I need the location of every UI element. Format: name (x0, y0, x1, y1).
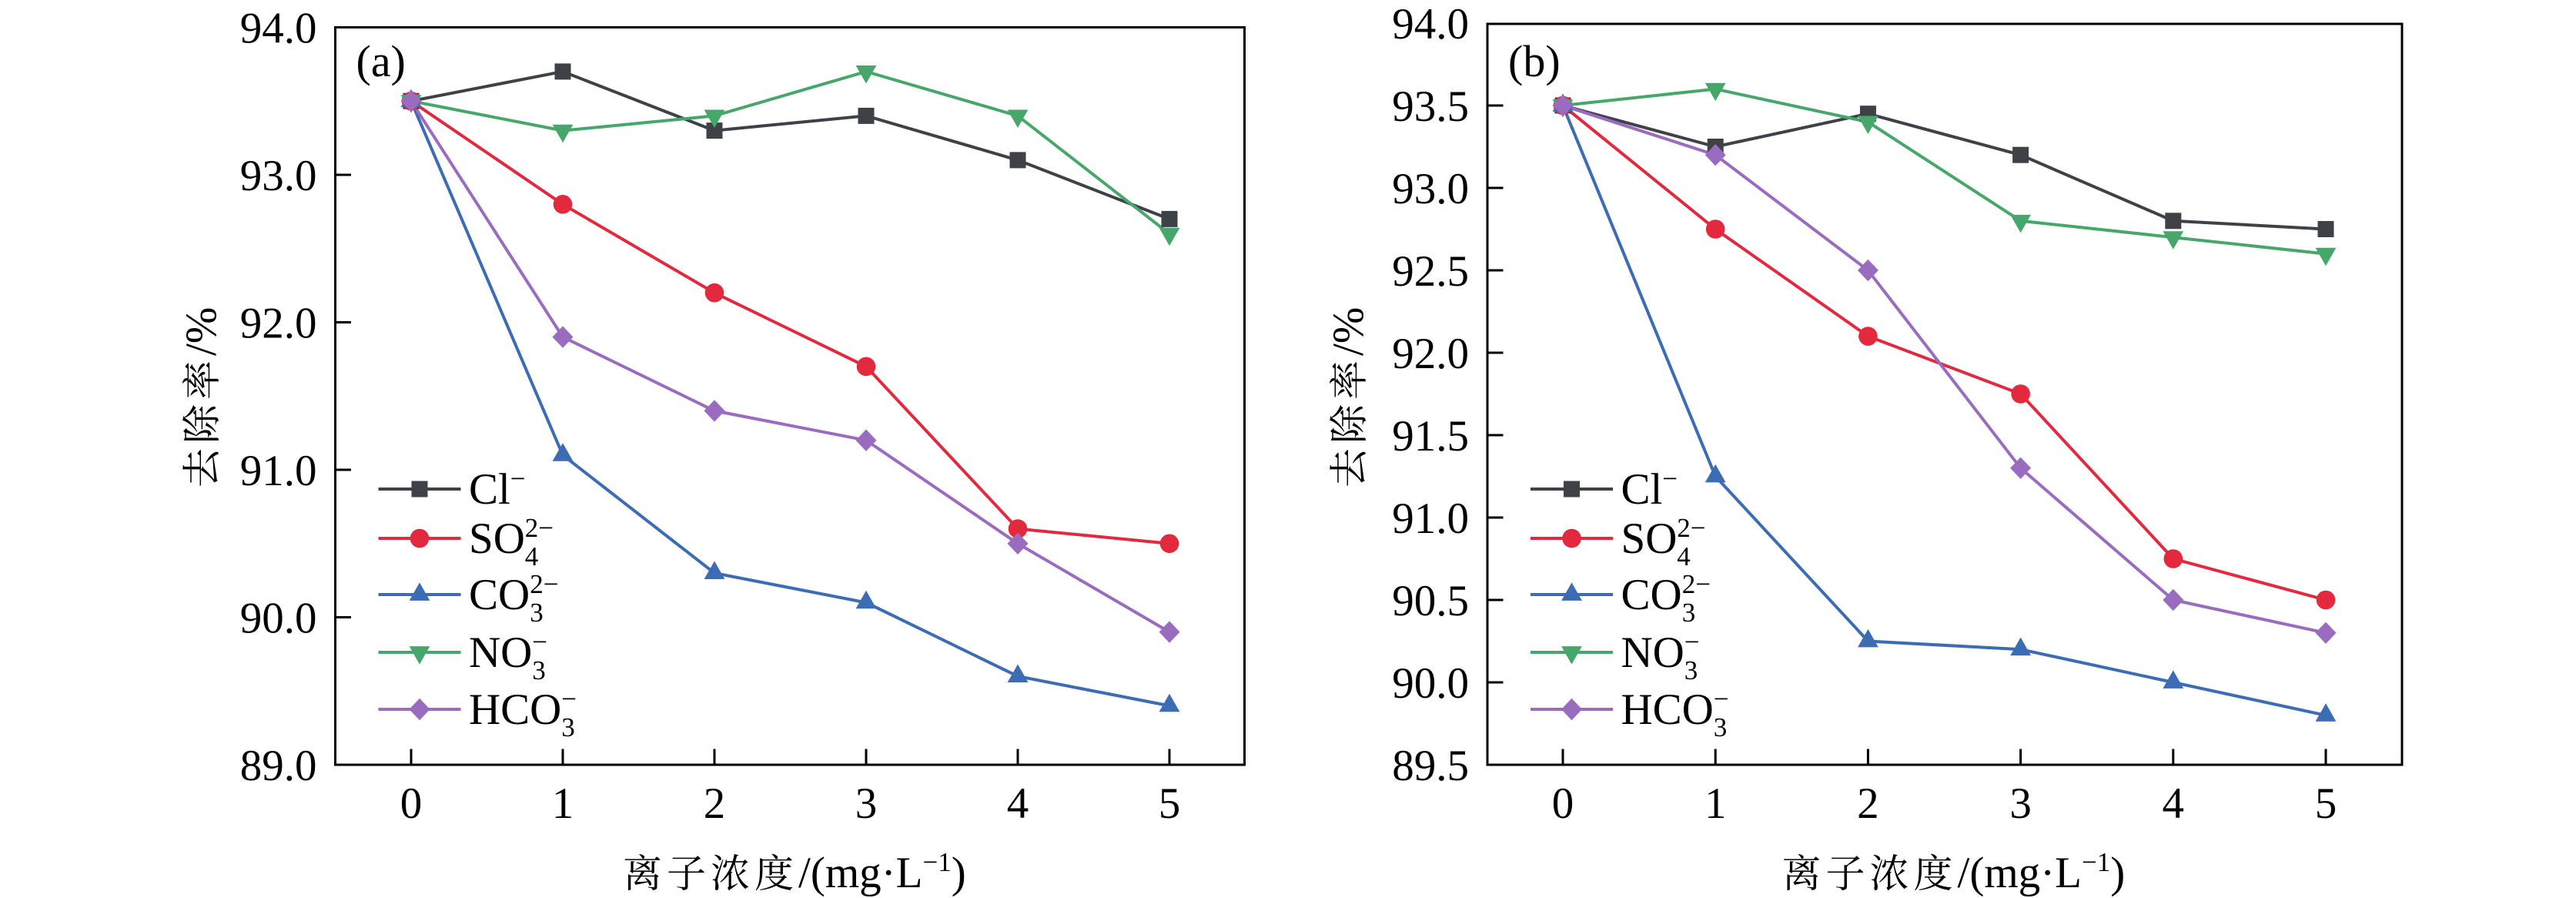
svg-text:2−: 2− (530, 569, 558, 599)
svg-text:91.5: 91.5 (1392, 412, 1469, 461)
svg-text:4: 4 (1677, 541, 1691, 571)
svg-text:93.0: 93.0 (1392, 165, 1469, 213)
svg-text:90.0: 90.0 (240, 595, 317, 643)
svg-text:/%: /% (1324, 307, 1373, 356)
svg-text:Cl: Cl (469, 465, 510, 514)
svg-text:(a): (a) (356, 36, 406, 86)
svg-text:Cl: Cl (1621, 465, 1663, 514)
svg-text:−: − (532, 627, 547, 657)
svg-text:0: 0 (1552, 779, 1574, 828)
svg-text:94.0: 94.0 (1392, 0, 1469, 49)
svg-text:HCO: HCO (1621, 685, 1714, 734)
svg-text:−: − (1684, 627, 1700, 657)
svg-text:−: − (1662, 464, 1678, 494)
svg-text:2−: 2− (525, 513, 554, 543)
svg-text:93.5: 93.5 (1392, 82, 1469, 131)
svg-text:/%: /% (177, 307, 226, 356)
svg-text:SO: SO (1621, 514, 1678, 563)
svg-text:91.0: 91.0 (1392, 494, 1469, 543)
svg-text:5: 5 (1159, 779, 1181, 828)
svg-text:4: 4 (2163, 779, 2185, 828)
svg-text:3: 3 (1714, 712, 1728, 742)
svg-text:2: 2 (1857, 779, 1879, 828)
svg-text:HCO: HCO (469, 685, 561, 734)
svg-text:3: 3 (1684, 655, 1698, 685)
svg-text:3: 3 (855, 779, 878, 828)
svg-text:CO: CO (1621, 571, 1682, 619)
svg-text:3: 3 (561, 712, 575, 742)
svg-text:/(mg·L−1): /(mg·L−1) (798, 847, 966, 897)
svg-text:1: 1 (1705, 779, 1727, 828)
svg-text:SO: SO (469, 514, 525, 563)
svg-text:5: 5 (2315, 779, 2337, 828)
svg-text:89.0: 89.0 (240, 742, 317, 790)
svg-text:92.0: 92.0 (240, 300, 317, 348)
svg-text:92.5: 92.5 (1392, 247, 1469, 296)
svg-text:90.5: 90.5 (1392, 577, 1469, 625)
svg-text:90.0: 90.0 (1392, 659, 1469, 708)
svg-text:NO: NO (1621, 628, 1684, 677)
svg-text:2: 2 (704, 779, 726, 828)
svg-text:89.5: 89.5 (1392, 742, 1469, 790)
svg-text:−: − (561, 684, 577, 714)
svg-text:CO: CO (469, 571, 530, 619)
svg-text:3: 3 (530, 598, 544, 628)
svg-text:91.0: 91.0 (240, 447, 317, 495)
svg-text:0: 0 (400, 779, 423, 828)
svg-text:3: 3 (532, 655, 546, 685)
svg-text:2−: 2− (1682, 569, 1711, 599)
svg-text:−: − (510, 464, 526, 494)
svg-text:4: 4 (525, 541, 539, 571)
svg-text:4: 4 (1007, 779, 1029, 828)
svg-text:2−: 2− (1677, 513, 1705, 543)
svg-text:NO: NO (469, 628, 532, 677)
svg-text:(b): (b) (1508, 36, 1561, 86)
svg-text:93.0: 93.0 (240, 152, 317, 200)
svg-text:92.0: 92.0 (1392, 330, 1469, 378)
svg-text:3: 3 (1682, 598, 1696, 628)
svg-text:3: 3 (2009, 779, 2032, 828)
svg-text:94.0: 94.0 (240, 5, 317, 53)
svg-text:−: − (1714, 684, 1729, 714)
svg-text:1: 1 (552, 779, 574, 828)
